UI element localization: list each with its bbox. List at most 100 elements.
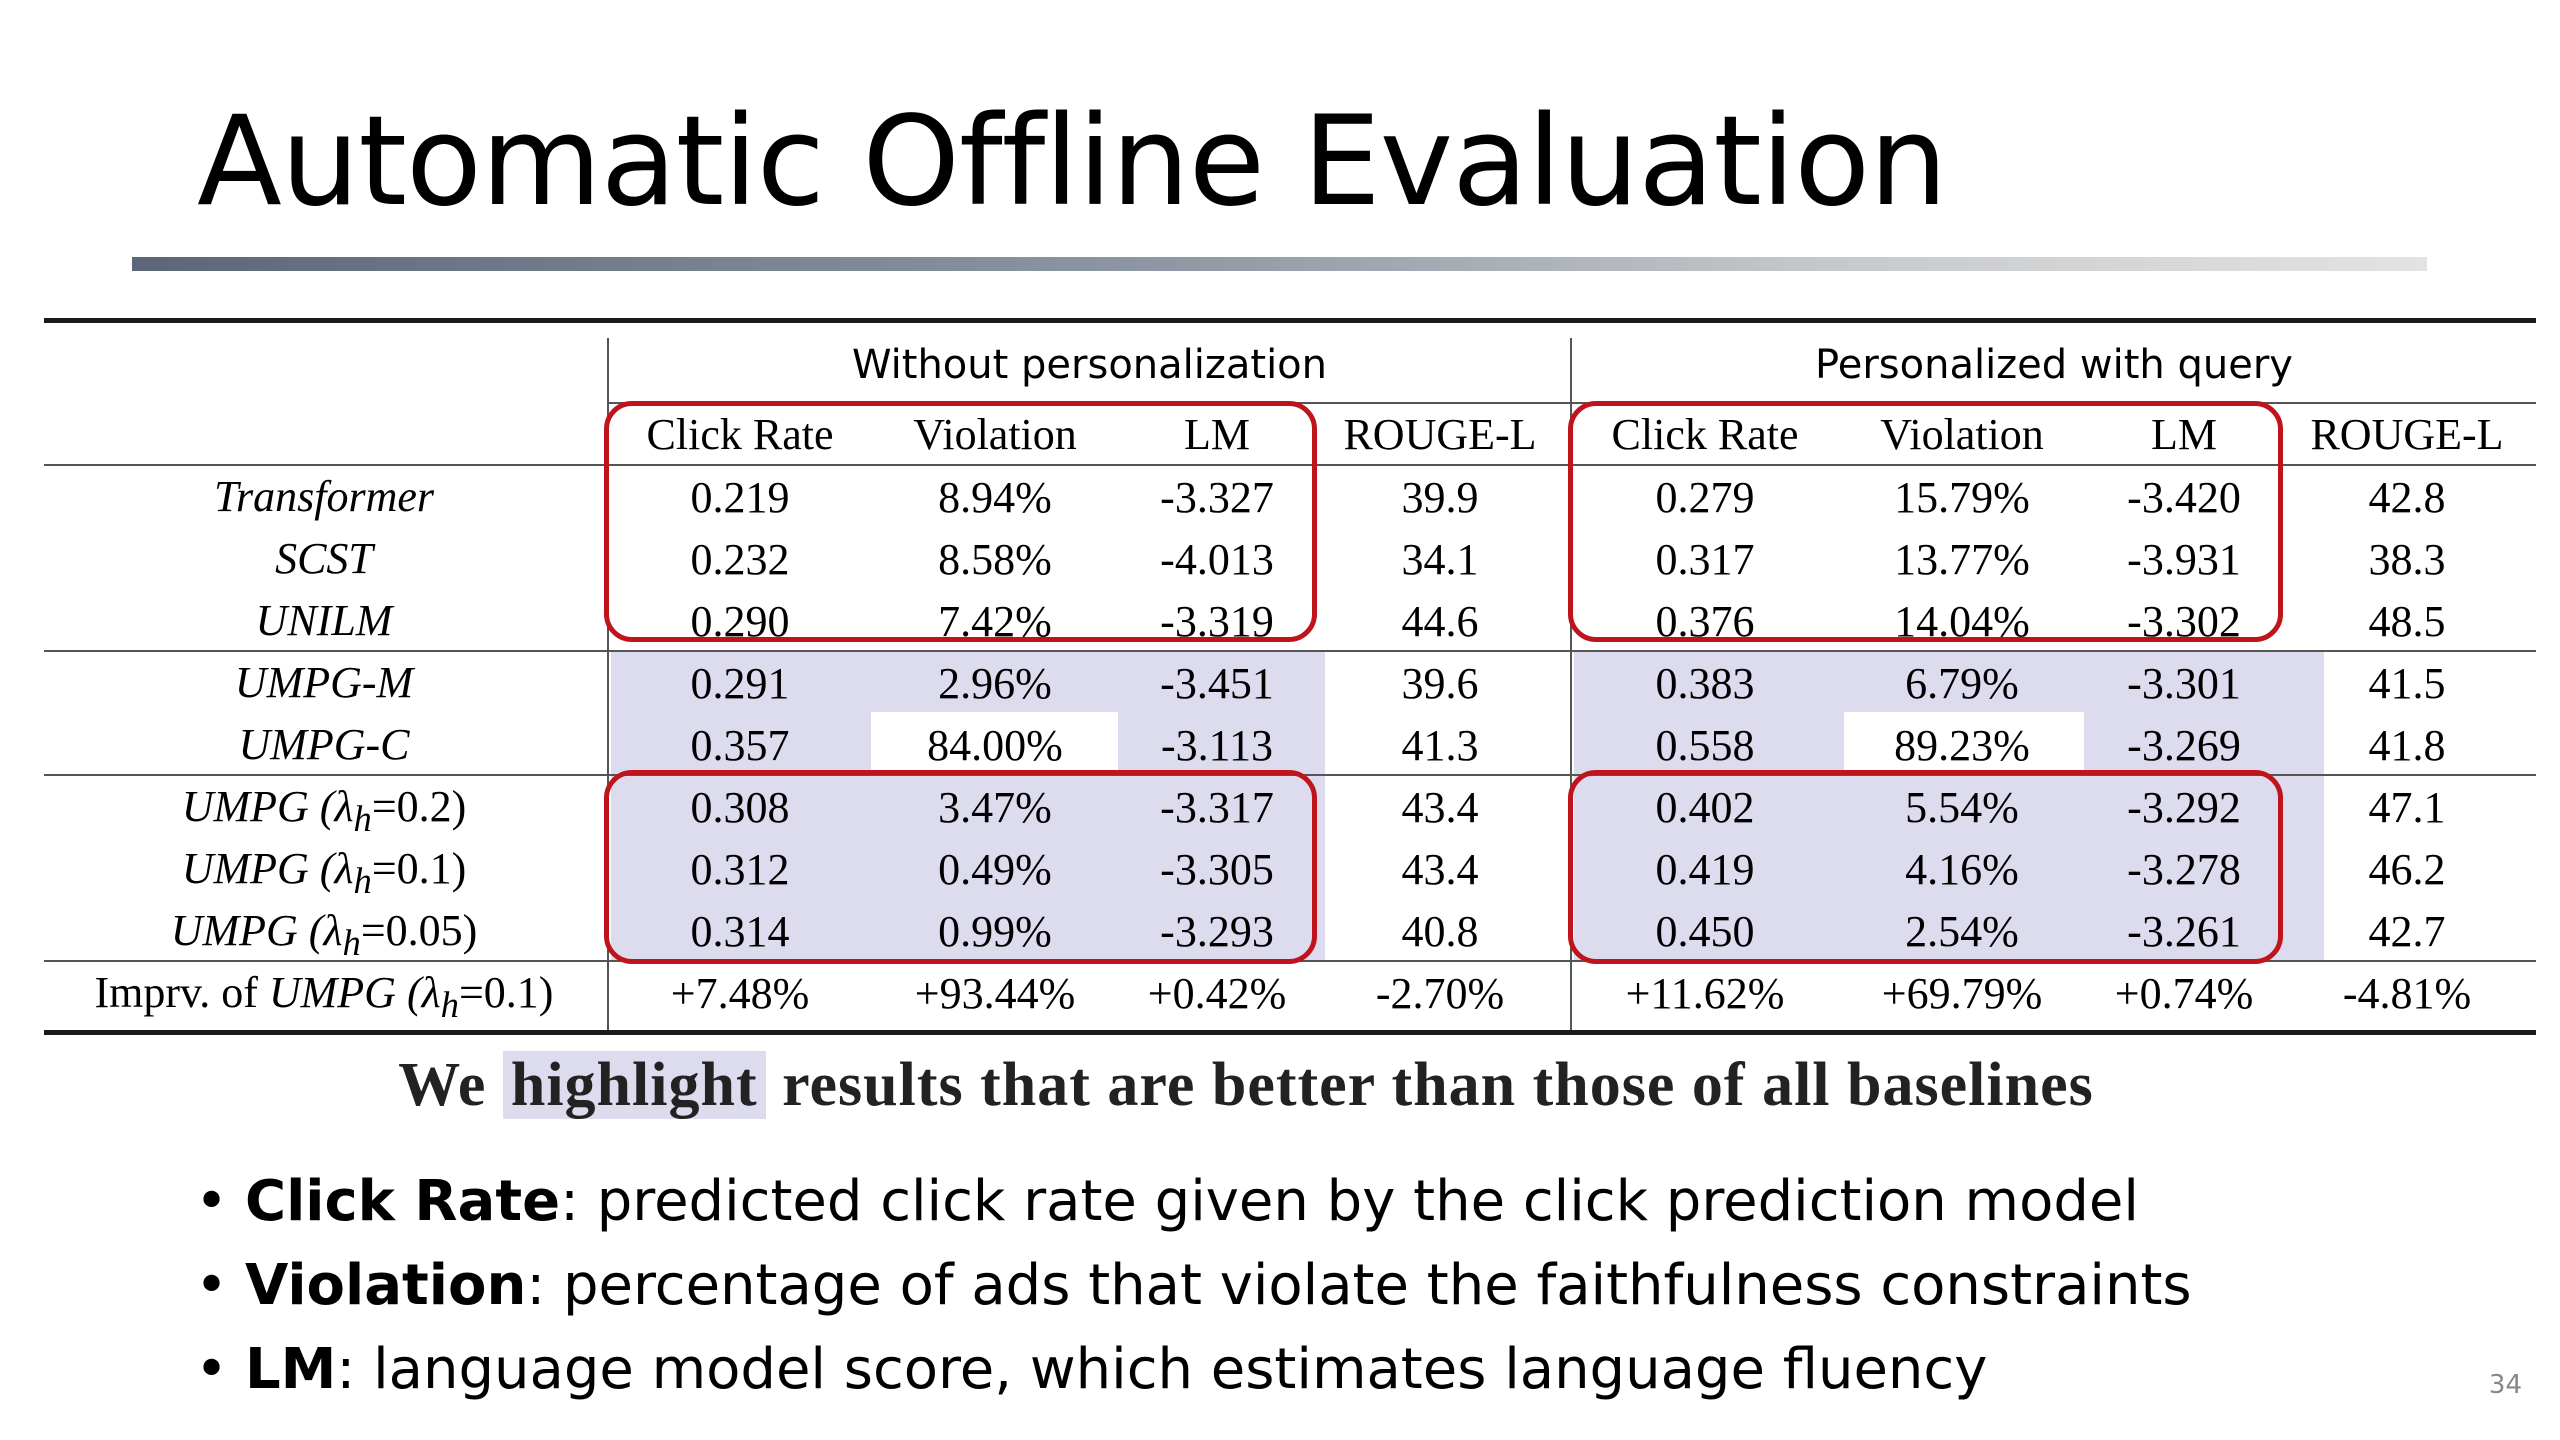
highlight-block-umpg-right [1574, 774, 2324, 960]
table-cell: 47.1 [2368, 783, 2446, 832]
table-cell: +7.48% [670, 969, 810, 1018]
table-cell: 44.6 [1401, 597, 1479, 646]
table-cell: 0.312 [690, 845, 790, 894]
table-cell: -3.319 [1160, 597, 1274, 646]
table-cell: -3.292 [2127, 783, 2241, 832]
bullet-dot-icon: • [195, 1169, 229, 1234]
baseline-group-rule [44, 650, 2536, 652]
column-header: Violation [1880, 410, 2044, 459]
bullet-text: : percentage of ads that violate the fai… [526, 1253, 2192, 1318]
table-cell: 0.558 [1655, 721, 1755, 770]
table-cell: 89.23% [1894, 721, 2030, 770]
row-label-part: UMPG ( [268, 968, 422, 1017]
table-cell: 2.96% [938, 659, 1052, 708]
slide-title: Automatic Offline Evaluation [197, 90, 1948, 234]
table-cell: 0.402 [1655, 783, 1755, 832]
table-cell: 4.16% [1905, 845, 2019, 894]
row-label-part: SCST [275, 534, 373, 583]
column-header: LM [2151, 410, 2217, 459]
page-number: 34 [2488, 1370, 2522, 1400]
table-cell: 43.4 [1401, 783, 1479, 832]
column-header: LM [1184, 410, 1250, 459]
row-label-part: λ [323, 906, 343, 955]
row-label-part: =0.1) [371, 844, 467, 893]
row-label: UMPG (λh=0.2) [44, 785, 604, 837]
row-label: UMPG-C [44, 723, 604, 767]
table-cell: 14.04% [1894, 597, 2030, 646]
column-header: ROUGE-L [1343, 410, 1537, 459]
table-cell: 84.00% [927, 721, 1063, 770]
table-caption: We highlight results that are better tha… [0, 1050, 2492, 1121]
table-cell: -3.317 [1160, 783, 1274, 832]
table-cell: +0.42% [1147, 969, 1287, 1018]
table-cell: 46.2 [2368, 845, 2446, 894]
table-cell: -3.293 [1160, 907, 1274, 956]
highlight-block-umpg-c-right-b [2084, 712, 2324, 774]
table-cell: -4.013 [1160, 535, 1274, 584]
row-label-part: h [353, 797, 372, 839]
row-label: SCST [44, 537, 604, 581]
row-label-part: h [440, 983, 459, 1025]
column-header: Violation [913, 410, 1077, 459]
table-cell: 8.94% [938, 473, 1052, 522]
row-label: Imprv. of UMPG (λh=0.1) [44, 971, 604, 1023]
table-cell: 40.8 [1401, 907, 1479, 956]
column-header: ROUGE-L [2310, 410, 2504, 459]
row-label-part: UNILM [255, 596, 393, 645]
table-cell: 0.291 [690, 659, 790, 708]
bullet-click-rate: • Click Rate: predicted click rate given … [195, 1160, 2192, 1244]
table-cell: -2.70% [1375, 969, 1505, 1018]
bullet-violation: • Violation: percentage of ads that viola… [195, 1244, 2192, 1328]
bullet-term: Violation [245, 1253, 527, 1318]
table-cell: -3.301 [2127, 659, 2241, 708]
table-cell: 6.79% [1905, 659, 2019, 708]
bullet-dot-icon: • [195, 1337, 229, 1402]
table-cell: 38.3 [2368, 535, 2446, 584]
table-cell: 0.232 [690, 535, 790, 584]
table-cell: 42.8 [2368, 473, 2446, 522]
row-label-part: Transformer [213, 472, 435, 521]
bullet-text: : language model score, which estimates … [336, 1337, 1988, 1402]
table-bottom-rule [44, 1030, 2536, 1035]
row-label-part: UMPG ( [181, 782, 335, 831]
row-label: UMPG (λh=0.05) [44, 909, 604, 961]
table-cell: 0.290 [690, 597, 790, 646]
row-label: UMPG-M [44, 661, 604, 705]
highlight-block-umpg-c-right-a [1574, 712, 1844, 774]
row-label: UMPG (λh=0.1) [44, 847, 604, 899]
highlight-block-umpg-m-right [1574, 650, 2324, 712]
bullet-dot-icon: • [195, 1253, 229, 1318]
row-label-part: UMPG ( [170, 906, 324, 955]
table-cell: -3.278 [2127, 845, 2241, 894]
row-label-part: λ [334, 782, 354, 831]
row-label-part: UMPG-C [238, 720, 410, 769]
row-label-part: h [342, 921, 361, 963]
frame-umpg-right [1568, 770, 2283, 964]
bullet-lm: • LM: language model score, which estimat… [195, 1328, 2192, 1412]
table-cell: 0.419 [1655, 845, 1755, 894]
row-label-part: λ [334, 844, 354, 893]
caption-before: We [398, 1051, 487, 1119]
group-header-without-personalization: Without personalization [851, 342, 1328, 388]
table-cell: -3.261 [2127, 907, 2241, 956]
highlight-block-umpg-left [611, 774, 1325, 960]
row-label-part: Imprv. of [94, 968, 269, 1017]
results-table: Without personalization Personalized wit… [44, 318, 2536, 1036]
table-cell: -3.113 [1160, 721, 1274, 770]
table-cell: 48.5 [2368, 597, 2446, 646]
table-cell: 0.357 [690, 721, 790, 770]
table-cell: 41.3 [1401, 721, 1479, 770]
caption-highlight-word: highlight [502, 1051, 766, 1119]
table-cell: 7.42% [938, 597, 1052, 646]
table-cell: +0.74% [2114, 969, 2254, 1018]
row-label-part: =0.05) [360, 906, 478, 955]
table-cell: 0.314 [690, 907, 790, 956]
caption-after: results that are better than those of al… [782, 1051, 2094, 1119]
table-cell: 0.308 [690, 783, 790, 832]
table-cell: 0.99% [938, 907, 1052, 956]
column-header: Click Rate [1611, 410, 1799, 459]
table-cell: 42.7 [2368, 907, 2446, 956]
table-cell: 0.49% [938, 845, 1052, 894]
table-cell: 8.58% [938, 535, 1052, 584]
highlight-block-umpg-m-left [611, 650, 1325, 712]
